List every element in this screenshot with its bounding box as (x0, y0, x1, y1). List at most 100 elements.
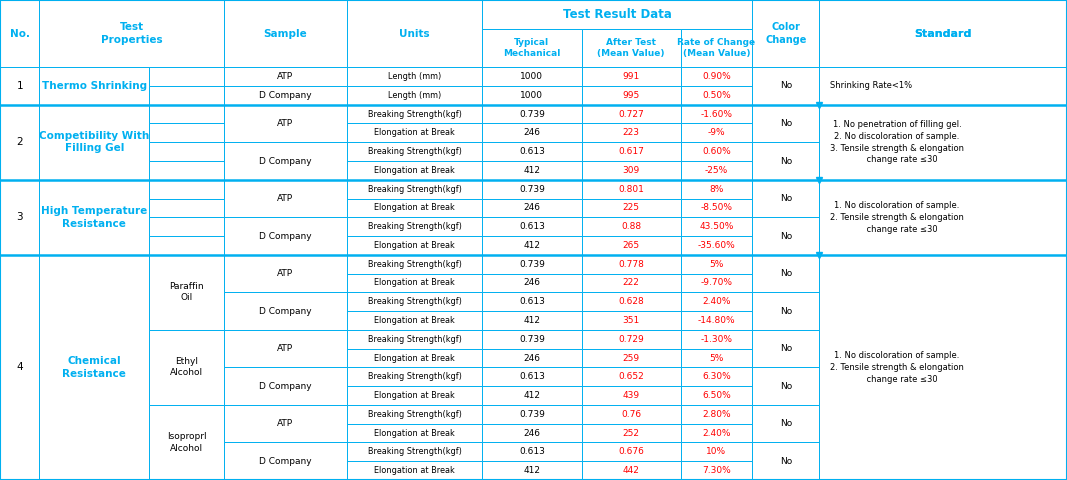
Bar (347, 461, 482, 480)
Text: Elongation at Break: Elongation at Break (375, 166, 455, 175)
Bar (819, 180, 1067, 255)
Text: Breaking Strength(kgf): Breaking Strength(kgf) (368, 447, 461, 456)
Text: 1000: 1000 (521, 91, 543, 100)
Bar (482, 311, 582, 330)
Text: ATP: ATP (277, 119, 293, 128)
Bar (752, 67, 819, 105)
Text: 442: 442 (623, 466, 639, 475)
Text: Shrinking Rate<1%: Shrinking Rate<1% (830, 82, 912, 90)
Bar (39, 0, 224, 67)
Text: 0.739: 0.739 (519, 410, 545, 419)
Bar (347, 161, 482, 180)
Bar (752, 405, 819, 443)
Text: 2.40%: 2.40% (702, 297, 731, 306)
Text: 0.613: 0.613 (519, 297, 545, 306)
Text: Elongation at Break: Elongation at Break (375, 204, 455, 213)
Text: Color
Change: Color Change (765, 23, 807, 45)
Bar (582, 311, 681, 330)
Bar (819, 105, 1067, 180)
Text: Length (mm): Length (mm) (388, 72, 441, 81)
Text: No.: No. (10, 29, 30, 38)
Bar (482, 236, 582, 255)
Bar (482, 367, 582, 386)
Bar (482, 86, 582, 105)
Bar (582, 348, 681, 367)
Text: Test Result Data: Test Result Data (562, 8, 672, 21)
Text: 8%: 8% (710, 185, 723, 193)
Bar (39, 255, 149, 480)
Text: 0.739: 0.739 (519, 335, 545, 344)
Bar (482, 255, 582, 274)
Text: No: No (780, 156, 792, 166)
Bar (347, 386, 482, 405)
Bar (149, 67, 224, 86)
Text: ATP: ATP (277, 419, 293, 428)
Bar (482, 0, 752, 29)
Text: 0.739: 0.739 (519, 109, 545, 119)
Bar (819, 0, 1067, 67)
Bar (149, 217, 224, 236)
Bar (347, 292, 482, 311)
Text: D Company: D Company (259, 231, 312, 240)
Text: 1: 1 (16, 81, 23, 91)
Bar (482, 443, 582, 461)
Bar (347, 217, 482, 236)
Text: 412: 412 (524, 316, 540, 325)
Text: Isoproprl
Alcohol: Isoproprl Alcohol (166, 432, 207, 453)
Text: 10%: 10% (706, 447, 727, 456)
Text: Length (mm): Length (mm) (388, 91, 441, 100)
Bar (681, 142, 752, 161)
Text: 246: 246 (524, 128, 540, 137)
Bar (39, 67, 149, 105)
Bar (482, 348, 582, 367)
Bar (347, 236, 482, 255)
Bar (482, 330, 582, 348)
Bar (582, 330, 681, 348)
Bar (347, 405, 482, 424)
Text: Elongation at Break: Elongation at Break (375, 354, 455, 362)
Text: 0.76: 0.76 (621, 410, 641, 419)
Bar (752, 217, 819, 255)
Text: 246: 246 (524, 278, 540, 288)
Text: D Company: D Company (259, 307, 312, 316)
Text: Breaking Strength(kgf): Breaking Strength(kgf) (368, 185, 461, 193)
Bar (819, 0, 1067, 67)
Bar (482, 105, 582, 123)
Bar (681, 405, 752, 424)
Text: 5%: 5% (710, 260, 723, 269)
Text: Elongation at Break: Elongation at Break (375, 128, 455, 137)
Bar (347, 274, 482, 292)
Bar (582, 67, 681, 86)
Bar (149, 199, 224, 217)
Text: Elongation at Break: Elongation at Break (375, 466, 455, 475)
Bar (752, 105, 819, 142)
Text: Breaking Strength(kgf): Breaking Strength(kgf) (368, 335, 461, 344)
Bar (681, 180, 752, 199)
Bar (752, 0, 819, 67)
Bar (224, 217, 347, 255)
Bar (224, 180, 347, 217)
Text: 1. No discoloration of sample.
2. Tensile strength & elongation
    change rate : 1. No discoloration of sample. 2. Tensil… (830, 201, 964, 234)
Text: No: No (780, 457, 792, 466)
Bar (681, 67, 752, 86)
Text: No: No (780, 344, 792, 353)
Text: 412: 412 (524, 466, 540, 475)
Text: 246: 246 (524, 204, 540, 213)
Text: 0.628: 0.628 (618, 297, 644, 306)
Text: 265: 265 (622, 241, 640, 250)
Text: Paraffin
Oil: Paraffin Oil (170, 282, 204, 302)
Bar (482, 29, 582, 67)
Text: 259: 259 (622, 354, 640, 362)
Bar (149, 105, 224, 123)
Bar (347, 105, 482, 123)
Bar (482, 461, 582, 480)
Bar (224, 330, 347, 367)
Text: 1. No penetration of filling gel.
2. No discoloration of sample.
3. Tensile stre: 1. No penetration of filling gel. 2. No … (830, 120, 965, 165)
Text: D Company: D Company (259, 382, 312, 391)
Bar (582, 123, 681, 142)
Bar (39, 180, 149, 255)
Text: No: No (780, 419, 792, 428)
Bar (482, 405, 582, 424)
Bar (0, 180, 39, 255)
Text: 6.30%: 6.30% (702, 372, 731, 381)
